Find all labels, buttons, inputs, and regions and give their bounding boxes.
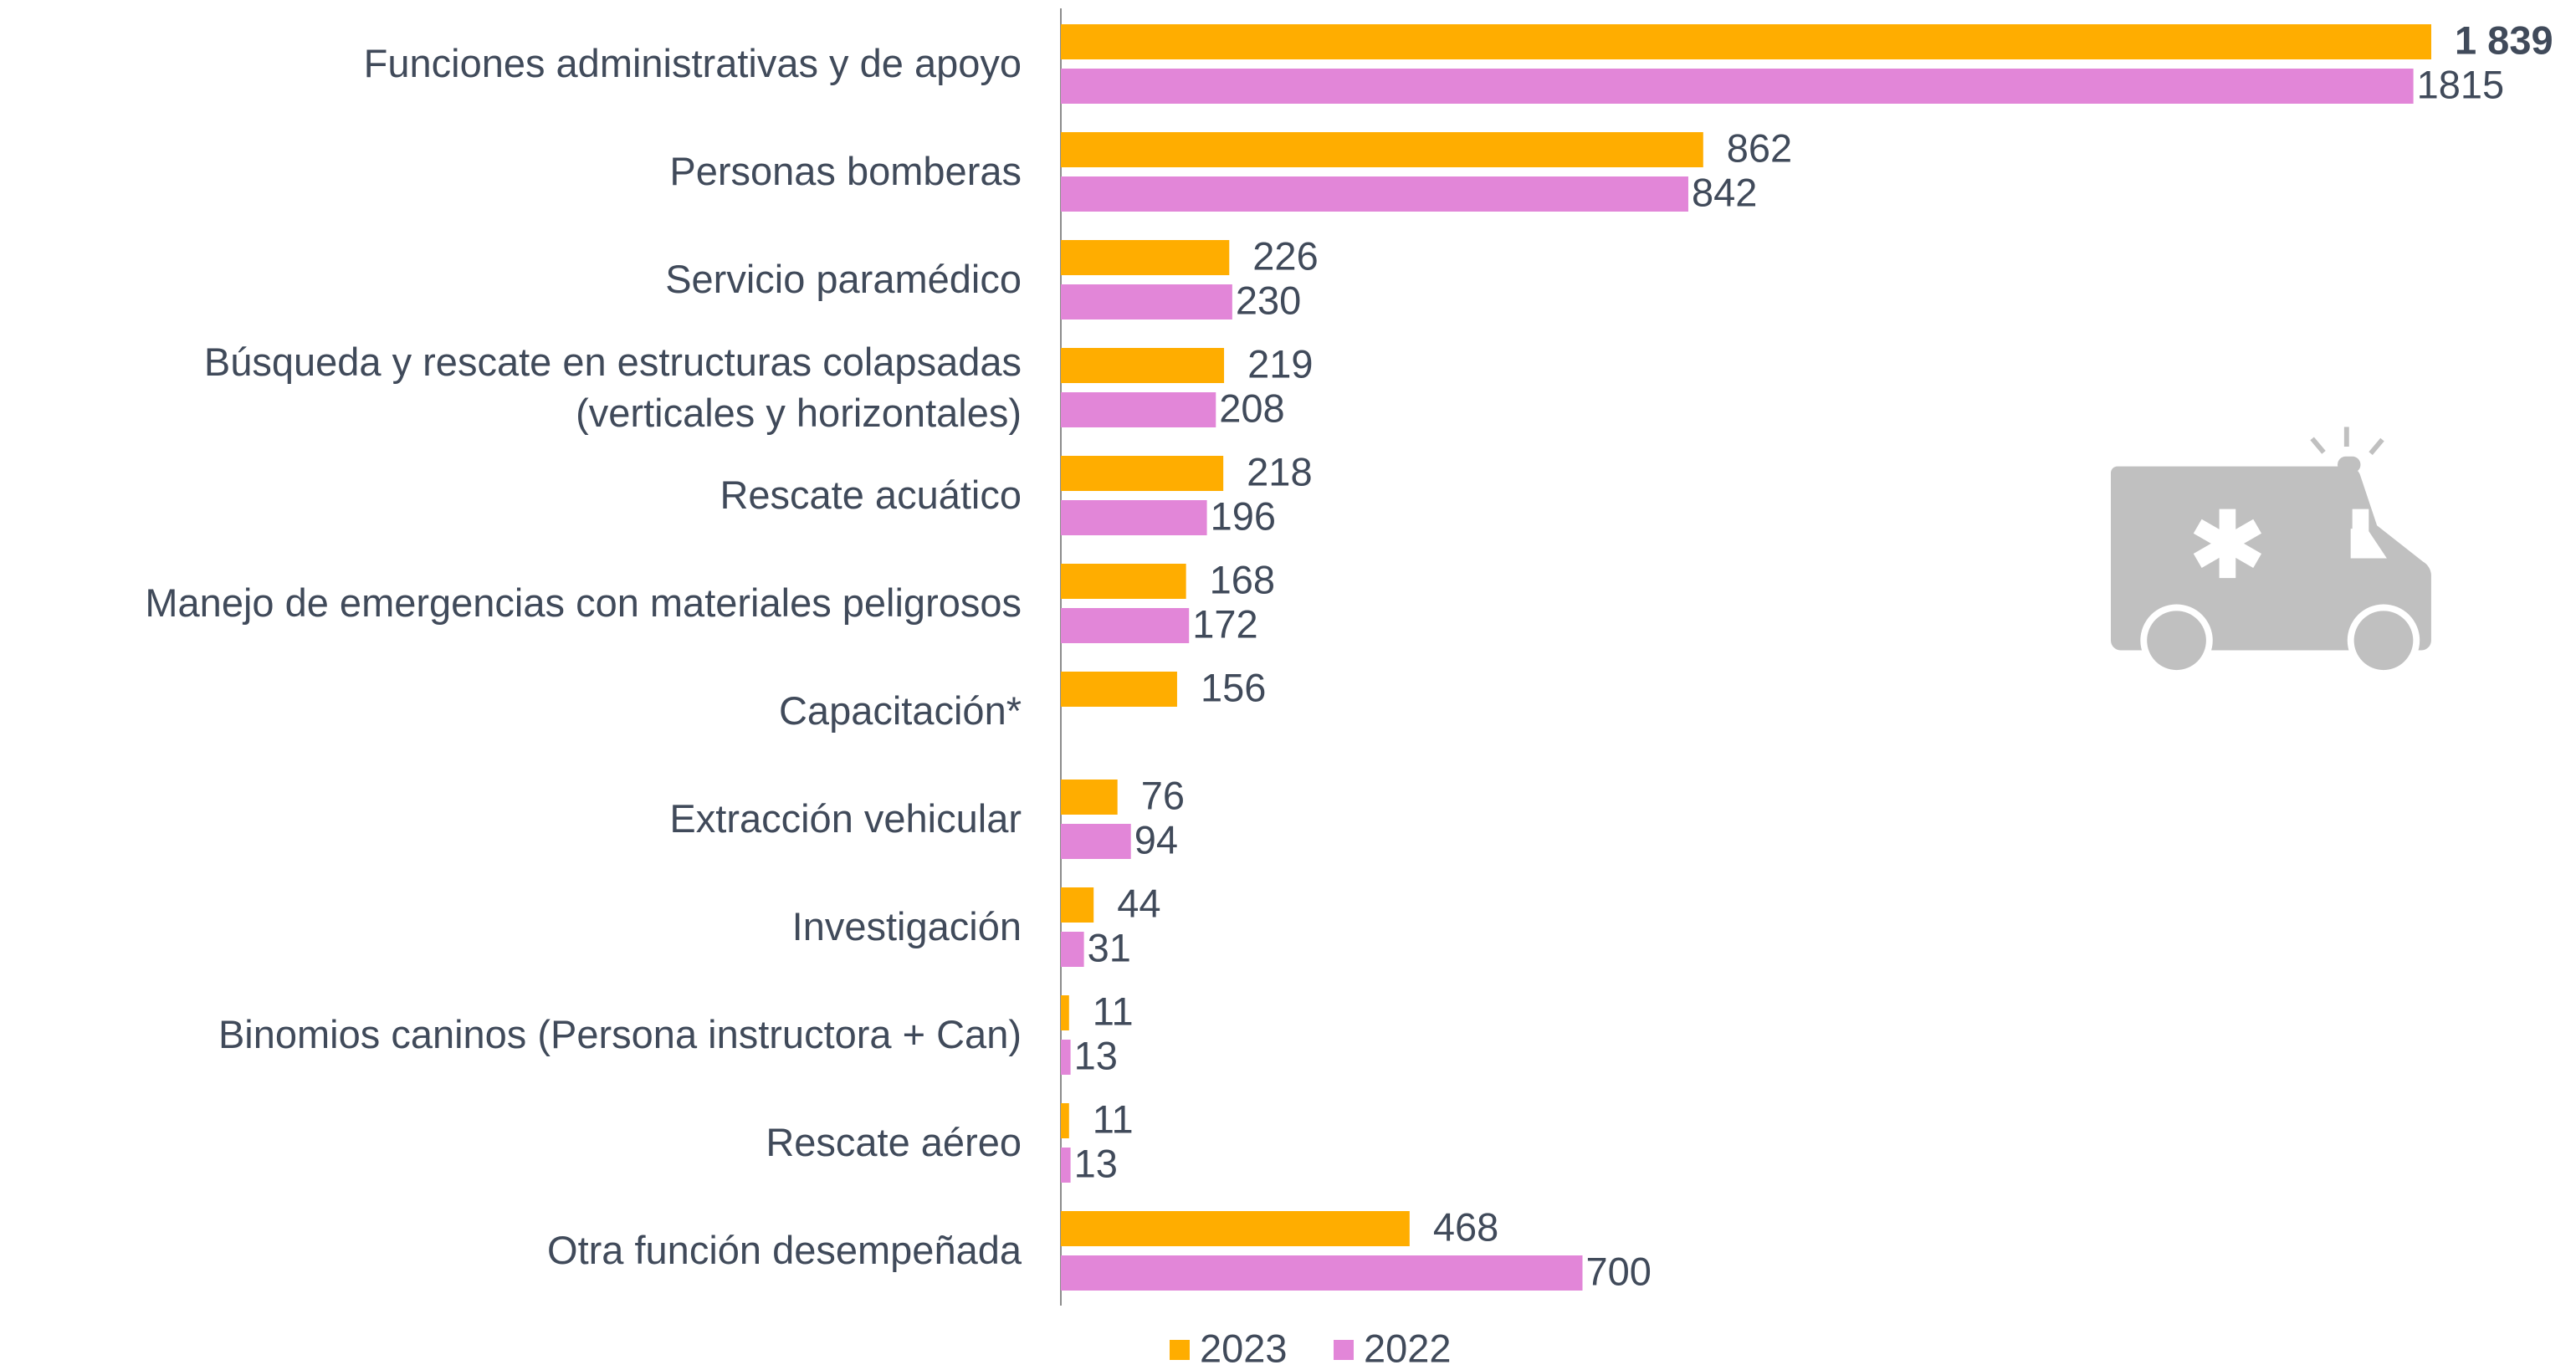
value-label: 76	[1141, 773, 1185, 817]
category-label: Investigación	[791, 904, 1022, 949]
value-label: 226	[1252, 233, 1318, 278]
value-label: 156	[1201, 665, 1266, 709]
value-label: 1 839	[2455, 18, 2553, 62]
bar	[1061, 672, 1177, 707]
category-label: Manejo de emergencias con materiales pel…	[145, 580, 1022, 626]
bar	[1061, 1211, 1410, 1246]
category-label: Rescate aéreo	[766, 1120, 1022, 1165]
category-label: Binomios caninos (Persona instructora + …	[218, 1012, 1022, 1057]
value-label: 44	[1117, 881, 1160, 925]
bar	[1061, 887, 1094, 923]
value-label: 219	[1247, 341, 1313, 386]
legend-swatch	[1170, 1340, 1190, 1360]
bar	[1061, 500, 1207, 535]
bar	[1061, 608, 1190, 643]
bar	[1061, 780, 1118, 815]
value-label: 468	[1433, 1204, 1498, 1249]
legend-swatch	[1334, 1340, 1354, 1360]
category-label: Extracción vehicular	[669, 796, 1022, 841]
bar	[1061, 995, 1069, 1030]
category-label: Personas bomberas	[669, 149, 1022, 194]
value-label: 31	[1088, 925, 1131, 969]
value-label: 11	[1093, 989, 1134, 1033]
value-label: 842	[1692, 170, 1757, 214]
ambulance-icon	[2111, 427, 2431, 677]
category-label: Otra función desempeñada	[547, 1228, 1022, 1273]
bar	[1061, 392, 1216, 427]
category-label: Funciones administrativas y de apoyo	[363, 41, 1022, 86]
bar	[1061, 1148, 1071, 1183]
value-label: 230	[1236, 278, 1301, 322]
bar	[1061, 69, 2414, 104]
bar	[1061, 1103, 1069, 1138]
bar	[1061, 24, 2431, 59]
value-label: 168	[1210, 557, 1275, 601]
bar	[1061, 1255, 1583, 1291]
value-label: 218	[1247, 449, 1312, 493]
bar	[1061, 456, 1224, 491]
category-label: Búsqueda y rescate en estructuras colaps…	[203, 340, 1022, 435]
value-label: 172	[1192, 601, 1257, 646]
bar	[1061, 1040, 1071, 1075]
bar	[1061, 824, 1131, 859]
value-label: 94	[1134, 817, 1178, 861]
category-label: Rescate acuático	[720, 473, 1022, 518]
value-label: 1815	[2417, 62, 2505, 106]
bar	[1061, 284, 1232, 319]
value-label: 208	[1219, 386, 1284, 430]
value-label: 13	[1074, 1141, 1118, 1185]
value-label: 11	[1093, 1097, 1134, 1141]
legend-label: 2022	[1364, 1326, 1452, 1370]
bar	[1061, 240, 1230, 275]
value-label: 862	[1727, 125, 1792, 170]
bar	[1061, 564, 1186, 599]
category-label: Servicio paramédico	[665, 257, 1022, 302]
value-label: 700	[1585, 1249, 1651, 1293]
legend-label: 2023	[1200, 1326, 1288, 1370]
value-label: 196	[1211, 493, 1276, 538]
category-label: Capacitación*	[778, 688, 1022, 734]
bar	[1061, 176, 1688, 212]
bar	[1061, 348, 1225, 383]
bar	[1061, 132, 1703, 167]
bar	[1061, 932, 1084, 967]
value-label: 13	[1074, 1033, 1118, 1077]
